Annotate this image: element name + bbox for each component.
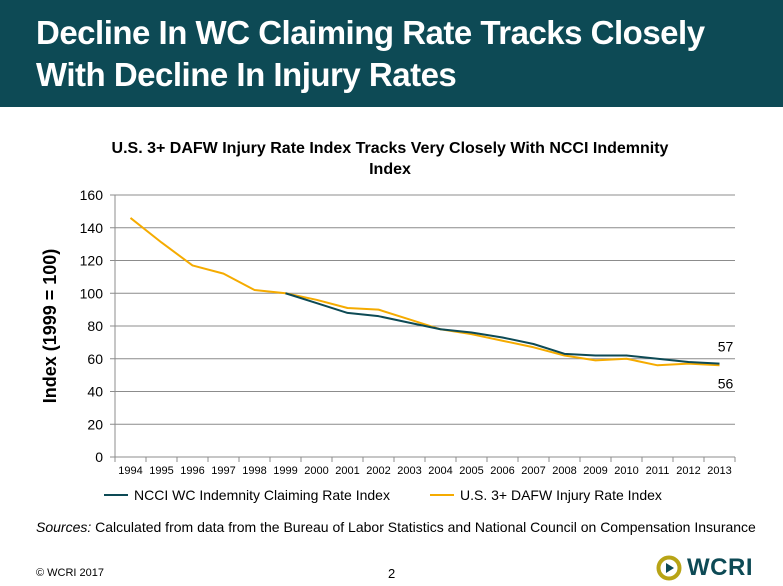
title-banner: Decline In WC Claiming Rate Tracks Close… xyxy=(0,0,783,107)
x-tick-label: 2002 xyxy=(366,465,390,477)
x-tick-label: 1995 xyxy=(149,465,173,477)
y-tick-label: 60 xyxy=(87,351,103,367)
y-axis-label: Index (1999 = 100) xyxy=(40,249,60,404)
x-tick-label: 1997 xyxy=(211,465,235,477)
x-tick-label: 2013 xyxy=(707,465,731,477)
x-tick-label: 1994 xyxy=(118,465,142,477)
sources-note: Sources: Calculated from data from the B… xyxy=(36,519,756,536)
y-tick-label: 20 xyxy=(87,416,103,432)
legend-label: U.S. 3+ DAFW Injury Rate Index xyxy=(460,487,662,503)
x-tick-label: 1996 xyxy=(180,465,204,477)
sources-text: Calculated from data from the Bureau of … xyxy=(91,519,756,535)
x-tick-label: 2010 xyxy=(614,465,638,477)
y-tick-label: 80 xyxy=(87,318,103,334)
y-tick-label: 140 xyxy=(80,220,104,236)
series-line-ncci xyxy=(285,292,720,365)
x-tick-label: 2009 xyxy=(583,465,607,477)
wcri-logo: WCRI xyxy=(656,554,753,582)
x-tick-label: 2003 xyxy=(397,465,421,477)
sources-label: Sources: xyxy=(36,519,92,535)
x-tick-label: 2001 xyxy=(335,465,359,477)
x-tick-label: 2008 xyxy=(552,465,576,477)
legend-swatch xyxy=(104,494,128,496)
legend-item-ncci: NCCI WC Indemnity Claiming Rate Index xyxy=(104,487,390,503)
legend-item-dafw: U.S. 3+ DAFW Injury Rate Index xyxy=(430,487,662,503)
x-tick-label: 2007 xyxy=(521,465,545,477)
chart-title: U.S. 3+ DAFW Injury Rate Index Tracks Ve… xyxy=(111,140,669,178)
x-tick-label: 2011 xyxy=(646,465,670,477)
data-label: 57 xyxy=(718,339,734,355)
y-tick-label: 160 xyxy=(80,187,104,203)
legend-swatch xyxy=(430,494,454,496)
x-tick-label: 2004 xyxy=(428,465,452,477)
copyright: © WCRI 2017 xyxy=(36,567,105,579)
x-tick-label: 2006 xyxy=(490,465,514,477)
series-line-dafw xyxy=(129,217,720,367)
x-tick-label: 1999 xyxy=(273,465,297,477)
y-tick-label: 120 xyxy=(80,253,104,269)
legend-label: NCCI WC Indemnity Claiming Rate Index xyxy=(134,487,390,503)
slide-title: Decline In WC Claiming Rate Tracks Close… xyxy=(36,14,705,93)
data-label: 56 xyxy=(718,375,734,391)
x-tick-label: 2012 xyxy=(676,465,700,477)
y-tick-label: 40 xyxy=(87,384,103,400)
x-tick-label: 2000 xyxy=(304,465,328,477)
logo-text: WCRI xyxy=(687,554,753,581)
y-tick-label: 0 xyxy=(95,449,103,465)
page-number: 2 xyxy=(388,566,396,581)
x-tick-label: 1998 xyxy=(242,465,266,477)
y-tick-label: 100 xyxy=(80,285,104,301)
x-tick-label: 2005 xyxy=(459,465,483,477)
logo-play-icon xyxy=(656,555,682,581)
